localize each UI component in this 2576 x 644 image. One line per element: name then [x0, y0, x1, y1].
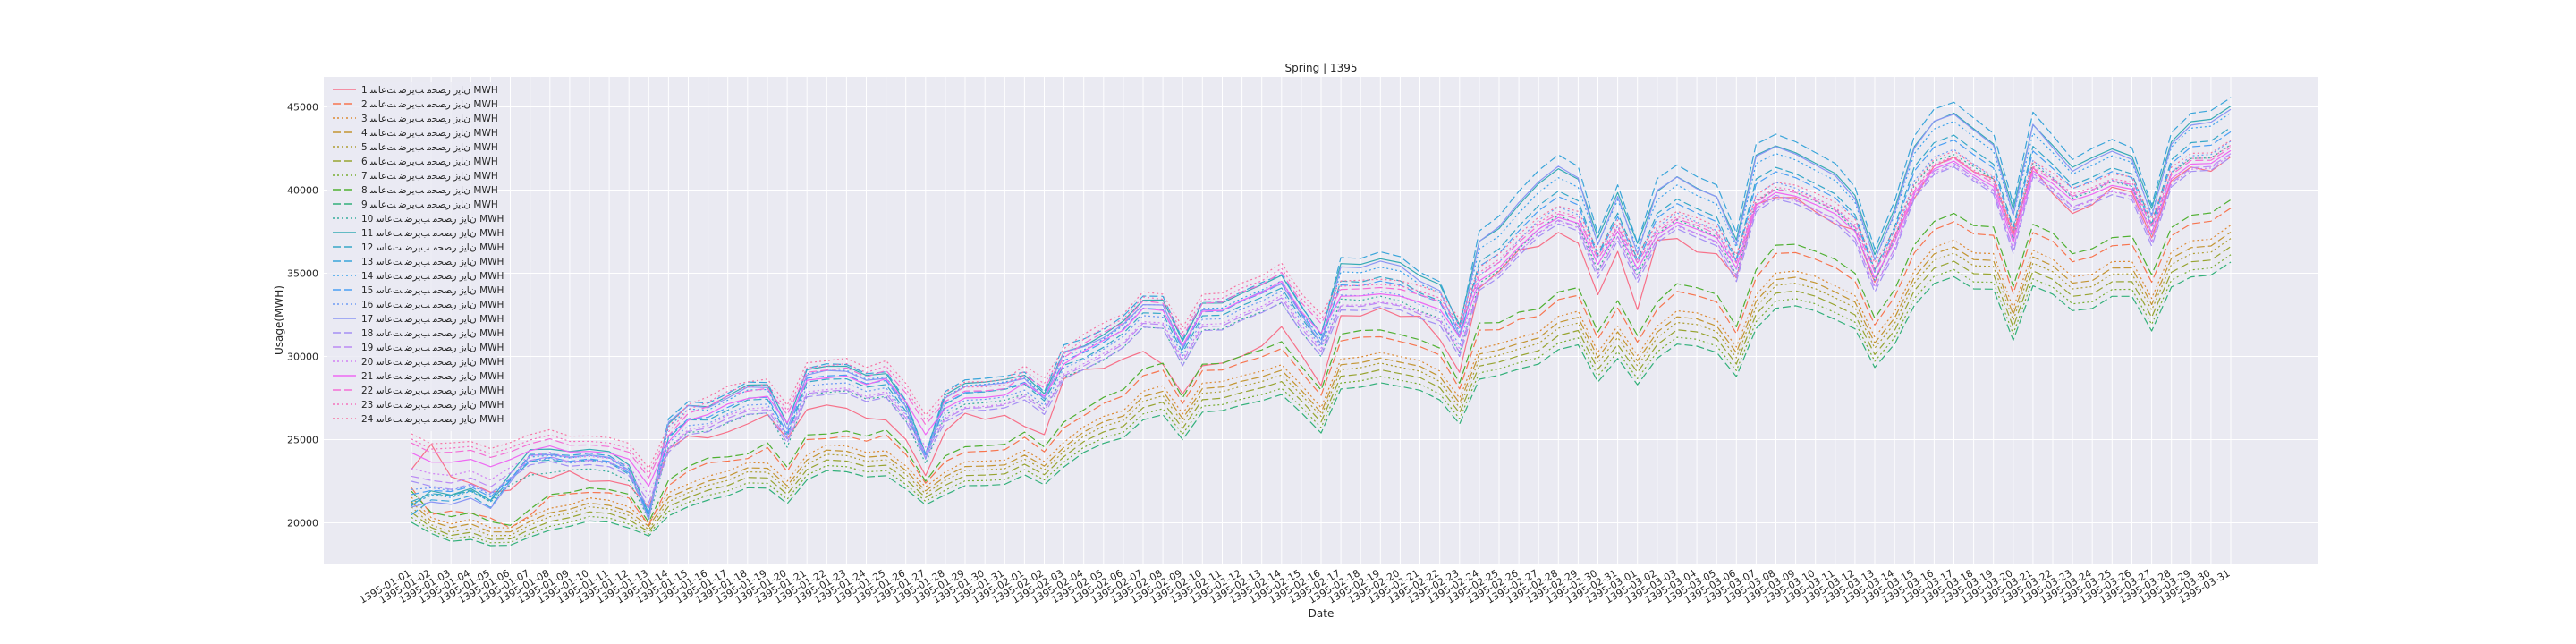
y-tick-label: 40000	[287, 185, 318, 197]
series-line	[411, 254, 2232, 544]
legend-entry: ﻥﺎﻳﺯ ﺭﺼﺤﻣ ﺐﻳﺮﺿ ﺖﻋﺎﺳ 22 MWH	[361, 386, 504, 396]
series-lines	[411, 97, 2232, 547]
legend-entry: ﻥﺎﻳﺯ ﺭﺼﺤﻣ ﺐﻳﺮﺿ ﺖﻋﺎﺳ 13 MWH	[361, 257, 504, 267]
legend-entry: ﻥﺎﻳﺯ ﺭﺼﺤﻣ ﺐﻳﺮﺿ ﺖﻋﺎﺳ 19 MWH	[361, 343, 504, 353]
legend-entry: ﻥﺎﻳﺯ ﺭﺼﺤﻣ ﺐﻳﺮﺿ ﺖﻋﺎﺳ 18 MWH	[361, 328, 504, 339]
legend-entry: ﻥﺎﻳﺯ ﺭﺼﺤﻣ ﺐﻳﺮﺿ ﺖﻋﺎﺳ 1 MWH	[361, 85, 498, 96]
series-line	[411, 144, 2232, 475]
legend-entry: ﻥﺎﻳﺯ ﺭﺼﺤﻣ ﺐﻳﺮﺿ ﺖﻋﺎﺳ 11 MWH	[361, 228, 504, 239]
legend-box	[327, 82, 497, 431]
series-line	[411, 208, 2232, 529]
legend: ﻥﺎﻳﺯ ﺭﺼﺤﻣ ﺐﻳﺮﺿ ﺖﻋﺎﺳ 1 MWH ﻥﺎﻳﺯ ﺭﺼﺤﻣ ﺐﻳﺮﺿ …	[327, 82, 504, 431]
series-line	[411, 140, 2232, 470]
series-line	[411, 131, 2232, 513]
y-axis-label: Usage(MWH)	[273, 285, 285, 355]
series-line	[411, 246, 2232, 540]
series-line	[411, 199, 2232, 526]
legend-entry: ﻥﺎﻳﺯ ﺭﺼﺤﻣ ﺐﻳﺮﺿ ﺖﻋﺎﺳ 10 MWH	[361, 214, 504, 225]
y-tick-labels: 20000 25000 30000 35000 40000 45000	[287, 102, 318, 530]
series-line	[411, 108, 2232, 521]
legend-entry: ﻥﺎﻳﺯ ﺭﺼﺤﻣ ﺐﻳﺮﺿ ﺖﻋﺎﺳ 9 MWH	[361, 199, 498, 210]
x-tick-labels: 1395-01-011395-01-021395-01-031395-01-04…	[358, 567, 2233, 606]
legend-entry: ﻥﺎﻳﺯ ﺭﺼﺤﻣ ﺐﻳﺮﺿ ﺖﻋﺎﺳ 21 MWH	[361, 371, 504, 382]
legend-entry: ﻥﺎﻳﺯ ﺭﺼﺤﻣ ﺐﻳﺮﺿ ﺖﻋﺎﺳ 16 MWH	[361, 300, 504, 310]
chart-title: Spring | 1395	[1285, 62, 1358, 74]
series-line	[411, 155, 2232, 496]
y-tick-label: 30000	[287, 352, 318, 363]
series-line	[411, 261, 2232, 547]
y-tick-label: 25000	[287, 435, 318, 446]
legend-entry: ﻥﺎﻳﺯ ﺭﺼﺤﻣ ﺐﻳﺮﺿ ﺖﻋﺎﺳ 2 MWH	[361, 99, 498, 110]
series-line	[411, 97, 2232, 518]
y-tick-label: 35000	[287, 268, 318, 280]
legend-entry: ﻥﺎﻳﺯ ﺭﺼﺤﻣ ﺐﻳﺮﺿ ﺖﻋﺎﺳ 4 MWH	[361, 128, 498, 139]
series-line	[411, 140, 2232, 512]
legend-entry: ﻥﺎﻳﺯ ﺭﺼﺤﻣ ﺐﻳﺮﺿ ﺖﻋﺎﺳ 7 MWH	[361, 171, 498, 182]
legend-entry: ﻥﺎﻳﺯ ﺭﺼﺤﻣ ﺐﻳﺮﺿ ﺖﻋﺎﺳ 15 MWH	[361, 285, 504, 296]
legend-entry: ﻥﺎﻳﺯ ﺭﺼﺤﻣ ﺐﻳﺮﺿ ﺖﻋﺎﺳ 12 MWH	[361, 242, 504, 253]
series-line	[411, 112, 2232, 517]
y-tick-label: 20000	[287, 518, 318, 530]
x-axis-label: Date	[1309, 607, 1335, 620]
legend-entry: ﻥﺎﻳﺯ ﺭﺼﺤﻣ ﺐﻳﺮﺿ ﺖﻋﺎﺳ 8 MWH	[361, 185, 498, 196]
series-line	[411, 147, 2232, 479]
legend-entry: ﻥﺎﻳﺯ ﺭﺼﺤﻣ ﺐﻳﺮﺿ ﺖﻋﺎﺳ 5 MWH	[361, 142, 498, 153]
legend-entry: ﻥﺎﻳﺯ ﺭﺼﺤﻣ ﺐﻳﺮﺿ ﺖﻋﺎﺳ 6 MWH	[361, 157, 498, 167]
y-tick-label: 45000	[287, 102, 318, 114]
series-line	[411, 238, 2232, 537]
legend-entry: ﻥﺎﻳﺯ ﺭﺼﺤﻣ ﺐﻳﺮﺿ ﺖﻋﺎﺳ 17 MWH	[361, 314, 504, 325]
legend-entry: ﻥﺎﻳﺯ ﺭﺼﺤﻣ ﺐﻳﺮﺿ ﺖﻋﺎﺳ 14 MWH	[361, 271, 504, 282]
legend-entry: ﻥﺎﻳﺯ ﺭﺼﺤﻣ ﺐﻳﺮﺿ ﺖﻋﺎﺳ 3 MWH	[361, 114, 498, 124]
legend-entry: ﻥﺎﻳﺯ ﺭﺼﺤﻣ ﺐﻳﺮﺿ ﺖﻋﺎﺳ 20 MWH	[361, 357, 504, 368]
legend-entry: ﻥﺎﻳﺯ ﺭﺼﺤﻣ ﺐﻳﺮﺿ ﺖﻋﺎﺳ 23 MWH	[361, 400, 504, 411]
series-line	[411, 157, 2232, 509]
series-line	[411, 232, 2232, 533]
legend-entry: ﻥﺎﻳﺯ ﺭﺼﺤﻣ ﺐﻳﺮﺿ ﺖﻋﺎﺳ 24 MWH	[361, 414, 504, 425]
series-line	[411, 153, 2232, 504]
series-line	[411, 149, 2232, 487]
